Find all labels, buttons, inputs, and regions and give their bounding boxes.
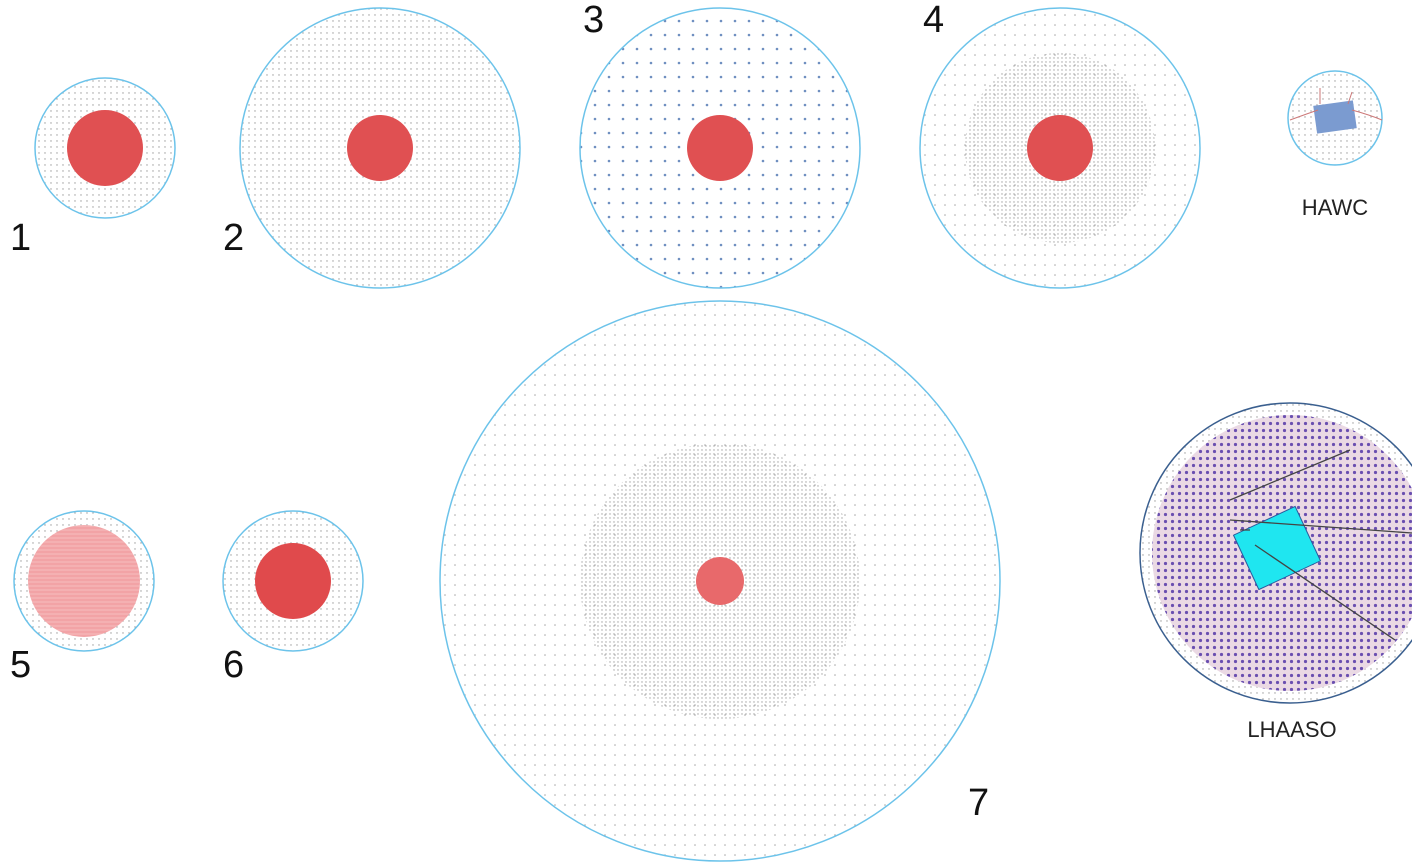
label-2: 2	[223, 217, 244, 259]
array-4	[919, 7, 1201, 289]
array-2	[239, 7, 521, 289]
label-7: 7	[968, 782, 989, 824]
label-1: 1	[10, 217, 31, 259]
label-5: 5	[10, 644, 31, 686]
hawc-array	[1287, 70, 1383, 166]
array-1	[34, 77, 176, 219]
label-6: 6	[223, 644, 244, 686]
array-3	[579, 7, 861, 289]
label-3: 3	[583, 0, 604, 41]
label-4: 4	[923, 0, 944, 41]
lhaaso-array	[1139, 402, 1412, 704]
array-7	[439, 300, 1001, 862]
array-6	[222, 510, 364, 652]
label-lhaaso: LHAASO	[1247, 717, 1336, 742]
array-5	[13, 510, 155, 652]
label-hawc: HAWC	[1302, 195, 1369, 220]
